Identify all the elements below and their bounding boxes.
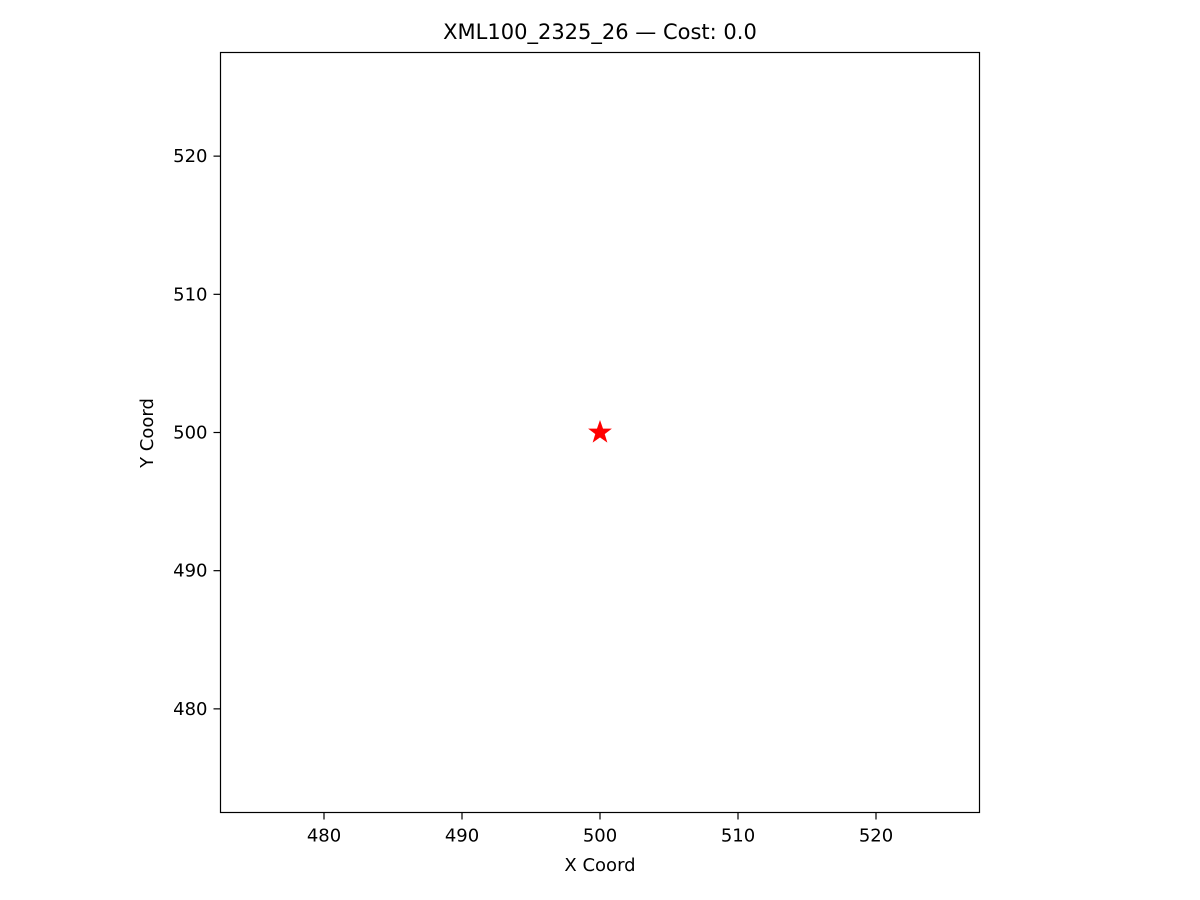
x-axis-ticks: 480 490 500 510 520	[307, 812, 893, 847]
x-tick-label: 520	[859, 826, 893, 847]
y-axis-label: Y Coord	[137, 398, 158, 469]
data-point-star	[588, 419, 612, 443]
chart-title: XML100_2325_26 — Cost: 0.0	[443, 20, 757, 45]
y-tick-label: 480	[173, 699, 207, 720]
x-tick-label: 480	[307, 826, 341, 847]
y-tick-label: 510	[173, 284, 207, 305]
y-axis-ticks: 480 490 500 510 520	[173, 146, 221, 720]
y-tick-label: 520	[173, 146, 207, 167]
x-tick-label: 490	[445, 826, 479, 847]
y-tick-label: 490	[173, 561, 207, 582]
x-tick-label: 510	[721, 826, 755, 847]
y-tick-label: 500	[173, 423, 207, 444]
x-axis-label: X Coord	[564, 855, 635, 876]
x-tick-label: 500	[583, 826, 617, 847]
data-points	[588, 419, 612, 443]
